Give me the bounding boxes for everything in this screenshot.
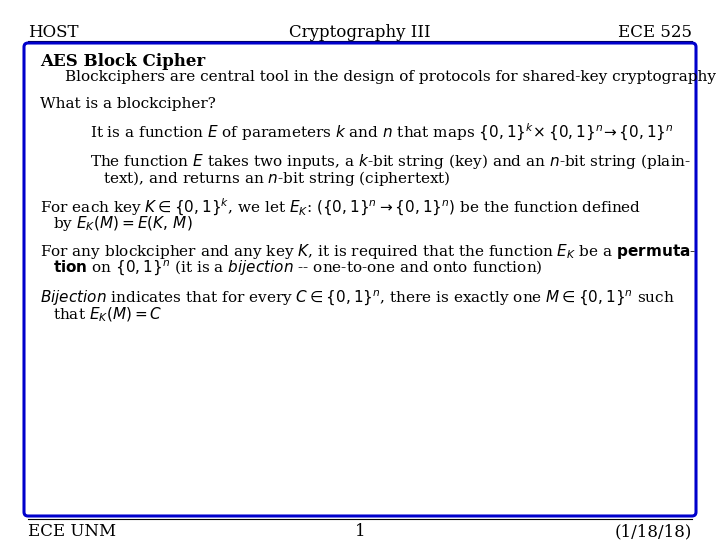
Text: 1: 1: [355, 523, 365, 540]
Text: text), and returns an $n$-bit string (ciphertext): text), and returns an $n$-bit string (ci…: [103, 169, 451, 188]
Text: that $E_K(M)=C$: that $E_K(M)=C$: [53, 306, 163, 324]
Text: ECE 525: ECE 525: [618, 24, 692, 41]
Text: Blockciphers are central tool in the design of protocols for shared-key cryptogr: Blockciphers are central tool in the des…: [65, 70, 716, 84]
Text: ECE UNM: ECE UNM: [28, 523, 116, 540]
FancyBboxPatch shape: [24, 43, 696, 516]
Text: $\mathbf{tion}$ on $\{0,1\}^n$ (it is a $\mathit{bijection}$ -- one-to-one and o: $\mathbf{tion}$ on $\{0,1\}^n$ (it is a …: [53, 259, 543, 278]
Text: HOST: HOST: [28, 24, 78, 41]
Text: Cryptography III: Cryptography III: [289, 24, 431, 41]
Text: It is a function $E$ of parameters $k$ and $n$ that maps $\{0,1\}^k\!\times\{0,1: It is a function $E$ of parameters $k$ a…: [90, 122, 674, 143]
Text: AES Block Cipher: AES Block Cipher: [40, 53, 205, 70]
Text: by $E_K(M)=E(K,\,M)$: by $E_K(M)=E(K,\,M)$: [53, 214, 193, 233]
Text: $\mathit{Bijection}$ indicates that for every $C\in\{0,1\}^n$, there is exactly : $\mathit{Bijection}$ indicates that for …: [40, 289, 675, 308]
Text: For each key $K\in\{0,1\}^k$, we let $E_K$: $(\{0,1\}^n\rightarrow\{0,1\}^n)$ be: For each key $K\in\{0,1\}^k$, we let $E_…: [40, 197, 642, 218]
Text: (1/18/18): (1/18/18): [615, 523, 692, 540]
Text: For any blockcipher and any key $K$, it is required that the function $E_K$ be a: For any blockcipher and any key $K$, it …: [40, 242, 696, 261]
Text: What is a blockcipher?: What is a blockcipher?: [40, 97, 216, 111]
Text: The function $E$ takes two inputs, a $k$-bit string (key) and an $n$-bit string : The function $E$ takes two inputs, a $k$…: [90, 152, 691, 171]
